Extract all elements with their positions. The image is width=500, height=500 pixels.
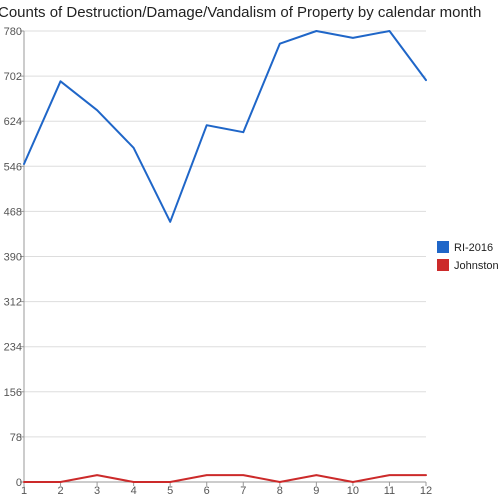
legend-label: RI-2016 [454, 242, 493, 254]
y-tick-label: 78 [10, 432, 22, 444]
chart-title: Counts of Destruction/Damage/Vandalism o… [0, 4, 481, 21]
y-tick-label: 312 [4, 297, 22, 309]
legend: RI-2016 Johnston [437, 241, 499, 272]
series-line-2 [23, 474, 427, 483]
y-tick-label: 0 [16, 477, 22, 489]
y-tick-label: 702 [4, 71, 22, 83]
series-line-1 [23, 30, 427, 223]
legend-label: Johnston [454, 260, 499, 272]
x-tick-label: 1 [21, 485, 27, 497]
y-tick-label: 546 [4, 161, 22, 173]
legend-swatch [437, 259, 449, 271]
x-tick-label: 4 [131, 485, 137, 497]
y-tick-label: 234 [4, 342, 22, 354]
x-tick-label: 12 [420, 485, 432, 497]
x-tick-label: 9 [313, 485, 319, 497]
x-tick-label: 11 [384, 485, 395, 497]
x-tick-label: 5 [167, 485, 173, 497]
y-tick-label: 624 [4, 116, 22, 128]
legend-swatch [437, 241, 449, 253]
x-tick-label: 7 [240, 485, 246, 497]
y-tick-label: 156 [4, 387, 22, 399]
y-tick-label: 390 [4, 252, 22, 264]
x-tick-label: 6 [204, 485, 210, 497]
x-tick-label: 8 [277, 485, 283, 497]
x-axis-ticks: 1 2 3 4 5 6 7 8 9 10 11 12 [21, 482, 432, 497]
y-axis-ticks: 0 78 156 234 312 390 468 546 624 702 780 [4, 26, 24, 489]
y-tick-label: 468 [4, 206, 22, 218]
x-tick-label: 3 [94, 485, 100, 497]
series-lines [23, 30, 427, 483]
y-tick-label: 780 [4, 26, 22, 38]
x-tick-label: 2 [57, 485, 63, 497]
grid-lines [24, 30, 426, 438]
x-tick-label: 10 [347, 485, 359, 497]
